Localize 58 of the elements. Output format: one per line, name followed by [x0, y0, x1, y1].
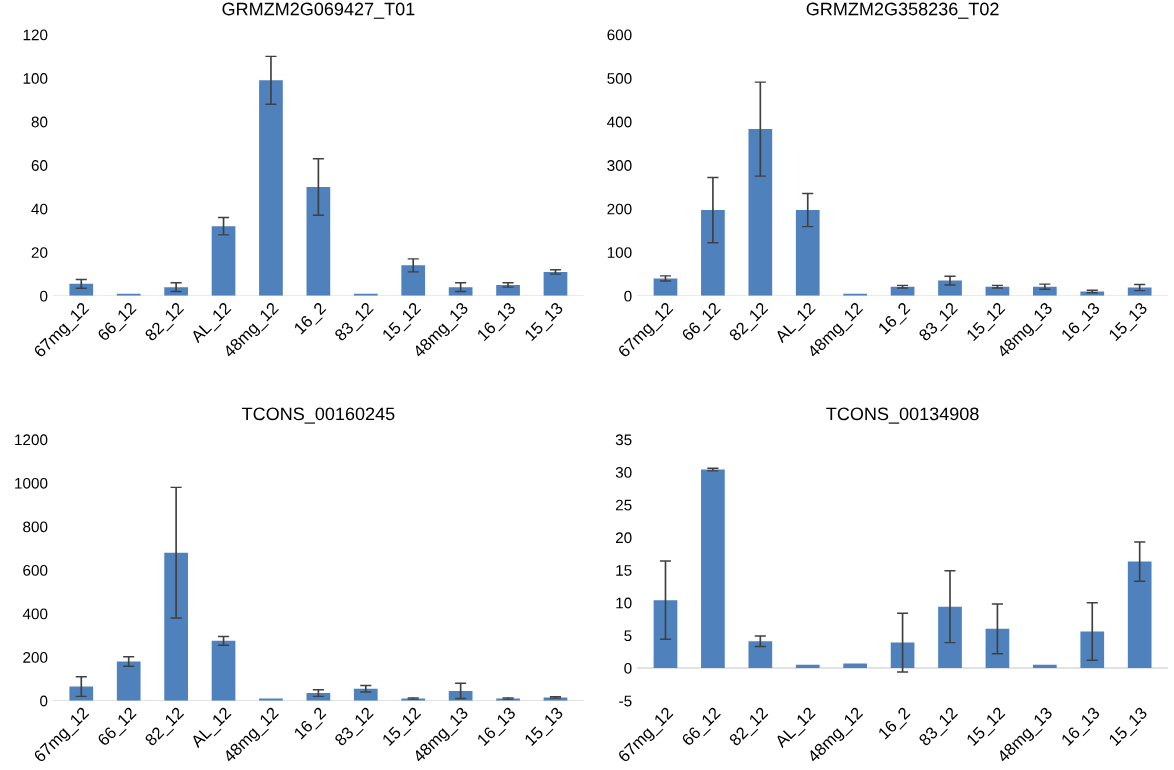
y-tick-label: 25	[615, 499, 632, 511]
y-tick-label: 120	[23, 29, 48, 41]
y-tick-label: 400	[22, 608, 48, 620]
y-tick-label: 20	[615, 532, 632, 544]
y-tick-label: 15	[616, 565, 632, 576]
bar	[843, 663, 868, 669]
bar	[795, 210, 820, 296]
bar	[890, 642, 915, 669]
y-tick-label: 200	[23, 652, 48, 663]
y-tick-label: 0	[624, 290, 632, 302]
y-tick-label: 600	[23, 564, 48, 576]
bar	[938, 606, 962, 669]
y-tick-label: 200	[607, 203, 632, 215]
bar	[701, 210, 725, 296]
bar	[543, 271, 568, 296]
bar	[748, 129, 773, 296]
y-tick-label: 80	[31, 116, 48, 128]
y-tick-label: 35	[615, 434, 632, 446]
bar	[211, 226, 236, 296]
chart-title: GRMZM2G069427_T01	[222, 2, 415, 19]
bar	[1080, 631, 1105, 669]
bar	[1127, 561, 1152, 669]
bar	[306, 187, 331, 296]
bar	[795, 664, 820, 669]
y-tick-label: 1200	[15, 434, 48, 446]
y-tick-label: 0	[624, 662, 632, 674]
chart-title: TCONS_00160245	[242, 407, 395, 424]
y-tick-label: -5	[619, 695, 632, 707]
bar	[1032, 664, 1057, 669]
chart-title: TCONS_00134908	[826, 407, 979, 424]
bar	[653, 600, 678, 669]
bar	[211, 640, 236, 701]
y-tick-label: 300	[607, 160, 632, 171]
bar	[69, 283, 94, 296]
y-tick-label: 5	[624, 630, 632, 642]
bar	[401, 265, 426, 296]
bar	[653, 278, 678, 296]
y-tick-label: 400	[607, 116, 632, 128]
bar	[259, 80, 283, 296]
y-tick-label: 100	[607, 247, 632, 258]
y-tick-label: 500	[607, 73, 632, 84]
chart-title: GRMZM2G358236_T02	[806, 2, 999, 19]
y-tick-label: 30	[615, 467, 632, 478]
bar	[116, 661, 141, 701]
y-tick-label: 100	[23, 73, 48, 84]
y-tick-label: 60	[31, 160, 48, 171]
bar	[701, 469, 725, 669]
y-tick-label: 20	[31, 247, 48, 258]
y-tick-label: 0	[40, 695, 48, 707]
y-tick-label: 800	[23, 521, 48, 533]
y-tick-label: 0	[40, 290, 48, 302]
y-tick-label: 40	[31, 203, 48, 215]
y-tick-label: 1000	[15, 477, 48, 489]
bar	[985, 628, 1010, 669]
y-tick-label: 600	[607, 29, 632, 41]
bar	[748, 641, 773, 669]
y-tick-label: 10	[616, 597, 632, 609]
bar	[164, 552, 188, 701]
